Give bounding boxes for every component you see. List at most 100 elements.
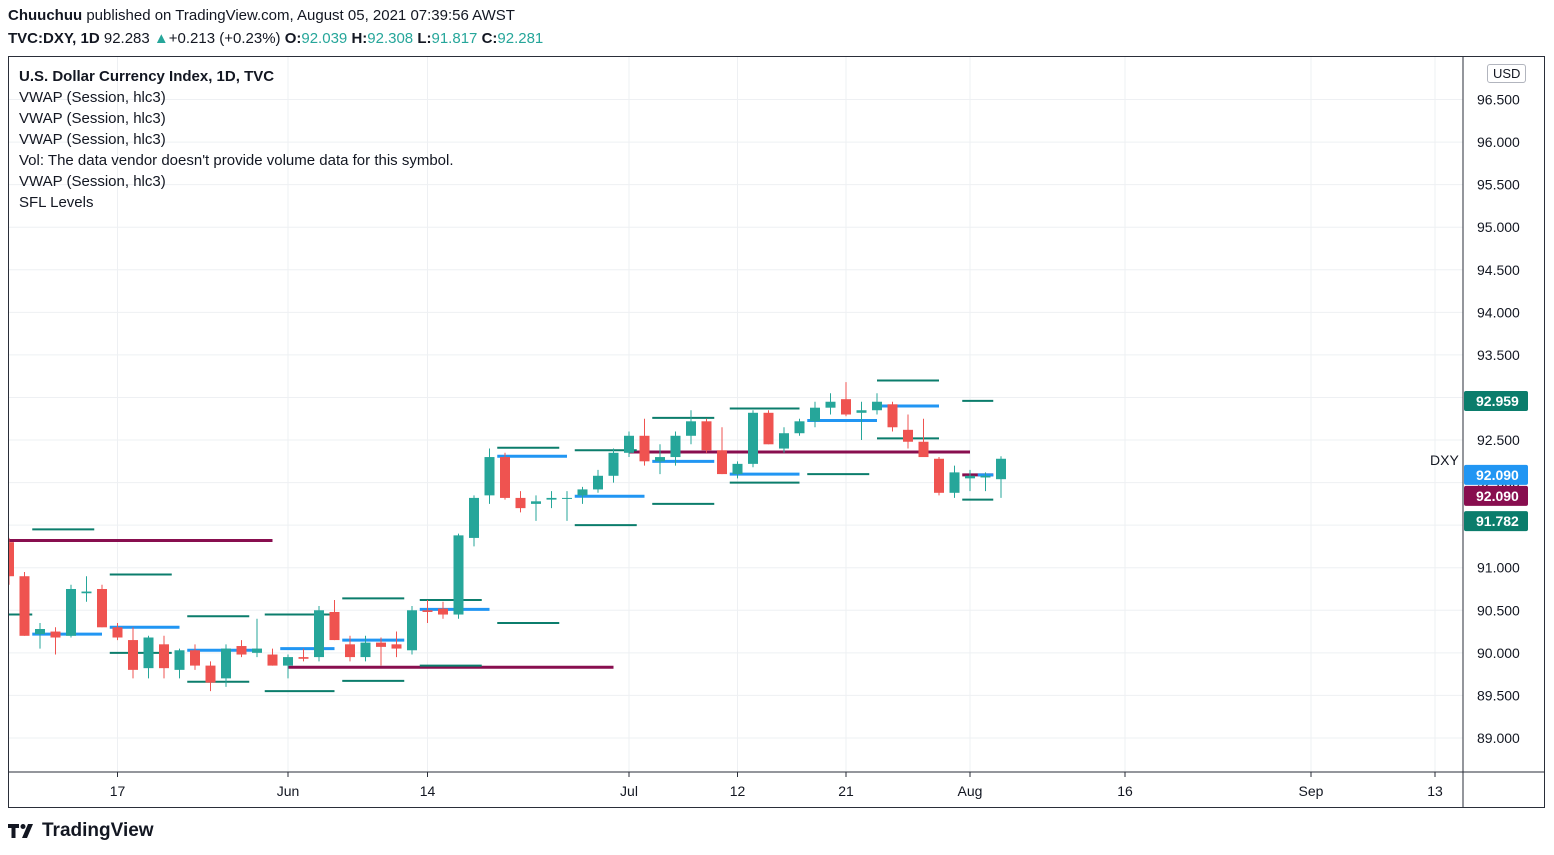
candle-down — [329, 611, 340, 641]
x-tick-label: 12 — [730, 783, 746, 799]
candle-down — [236, 646, 247, 655]
candle-up — [453, 535, 464, 615]
legend-line[interactable]: SFL Levels — [19, 194, 94, 211]
close-value: 92.281 — [497, 30, 544, 47]
candle-down — [639, 435, 650, 462]
open-label: O: — [284, 30, 302, 47]
y-tick-label: 93.500 — [1477, 347, 1520, 363]
low-value: 91.817 — [431, 30, 478, 47]
candle-up — [779, 433, 789, 449]
legend-line[interactable]: Vol: The data vendor doesn't provide vol… — [19, 152, 454, 169]
symbol-label: TVC:DXY, 1D — [8, 30, 100, 47]
candle-up — [624, 435, 634, 453]
published-text: published on TradingView.com, August 05,… — [86, 7, 515, 24]
candle-down — [422, 610, 433, 612]
currency-badge[interactable]: USD — [1487, 64, 1527, 83]
candle-down — [918, 441, 929, 458]
high-value: 92.308 — [367, 30, 414, 47]
x-tick-label: Jun — [277, 783, 300, 799]
y-tick-label: 90.000 — [1477, 645, 1520, 661]
candle-down — [19, 576, 30, 636]
candle-down — [438, 608, 448, 615]
legend-line[interactable]: VWAP (Session, hlc3) — [19, 131, 166, 148]
price-badge-label: 92.090 — [1476, 467, 1519, 483]
tradingview-logo-icon — [8, 824, 33, 838]
candle-up — [283, 657, 293, 666]
candle-up — [484, 457, 495, 496]
x-tick-label: Jul — [620, 783, 638, 799]
candle-down — [887, 404, 898, 428]
candle-down — [701, 421, 712, 451]
open-value: 92.039 — [301, 30, 348, 47]
candle-up — [670, 435, 681, 458]
candle-up — [655, 457, 665, 462]
candle-up — [593, 475, 603, 490]
candle-down — [763, 412, 774, 445]
candle-up — [562, 497, 572, 499]
close-label: C: — [481, 30, 498, 47]
candle-up — [221, 648, 231, 679]
candle-up — [949, 472, 960, 493]
price-change: +0.213 (+0.23%) — [168, 30, 281, 47]
legend-line[interactable]: VWAP (Session, hlc3) — [19, 89, 166, 106]
y-tick-label: 96.000 — [1477, 134, 1520, 150]
low-label: L: — [417, 30, 432, 47]
candle-down — [112, 627, 123, 638]
candle-down — [841, 399, 851, 415]
price-badge-label: 92.959 — [1476, 393, 1519, 409]
candle-down — [500, 457, 510, 498]
candle-down — [934, 458, 944, 493]
x-tick-label: Aug — [958, 783, 983, 799]
candle-up — [996, 458, 1006, 480]
plot-area[interactable] — [8, 379, 1006, 693]
brand-name: TradingView — [42, 820, 154, 841]
price-chart[interactable]: 89.00089.50090.00090.50091.00091.50092.0… — [8, 56, 1545, 808]
y-tick-label: 92.500 — [1477, 432, 1520, 448]
y-tick-label: 95.000 — [1477, 219, 1520, 235]
candle-down — [97, 588, 107, 628]
candle-up — [174, 650, 185, 670]
candle-up — [35, 629, 45, 635]
x-tick-label: 17 — [110, 783, 126, 799]
y-tick-label: 89.000 — [1477, 730, 1520, 746]
candle-down — [515, 497, 526, 509]
tradingview-logo[interactable]: TradingView — [8, 820, 154, 842]
candle-up — [980, 475, 991, 478]
legend-line[interactable]: VWAP (Session, hlc3) — [19, 173, 166, 190]
candle-up — [748, 412, 758, 464]
candle-up — [608, 452, 619, 476]
candle-down — [267, 654, 278, 666]
candle-up — [686, 421, 696, 436]
symbol-tag: DXY — [1430, 452, 1459, 468]
high-label: H: — [351, 30, 368, 47]
candle-up — [314, 610, 324, 658]
candle-up — [872, 401, 882, 411]
y-tick-label: 96.500 — [1477, 92, 1520, 108]
price-badge-label: 91.782 — [1476, 513, 1519, 529]
chart-legend: U.S. Dollar Currency Index, 1D, TVC VWAP… — [19, 66, 454, 213]
author-name[interactable]: Chuuchuu — [8, 7, 83, 24]
price-badge — [1464, 485, 1528, 506]
candle-up — [965, 475, 975, 479]
candle-down — [298, 657, 309, 659]
candle-down — [159, 644, 169, 669]
up-arrow-icon: ▲ — [153, 30, 169, 47]
x-tick-label: 14 — [420, 783, 436, 799]
candle-down — [391, 644, 402, 649]
candle-up — [577, 489, 588, 496]
candle-down — [9, 542, 14, 577]
y-tick-label: 89.500 — [1477, 687, 1520, 703]
candle-up — [81, 591, 92, 594]
candle-down — [190, 650, 200, 666]
candle-down — [50, 631, 61, 638]
price-badge — [1464, 390, 1528, 411]
candle-up — [856, 410, 867, 413]
candle-up — [469, 497, 479, 538]
y-tick-label: 94.000 — [1477, 304, 1520, 320]
candle-up — [407, 610, 417, 651]
x-tick-label: 13 — [1427, 783, 1443, 799]
y-tick-label: 90.500 — [1477, 602, 1520, 618]
legend-title[interactable]: U.S. Dollar Currency Index, 1D, TVC — [19, 68, 275, 85]
legend-line[interactable]: VWAP (Session, hlc3) — [19, 110, 166, 127]
y-tick-label: 94.500 — [1477, 262, 1520, 278]
